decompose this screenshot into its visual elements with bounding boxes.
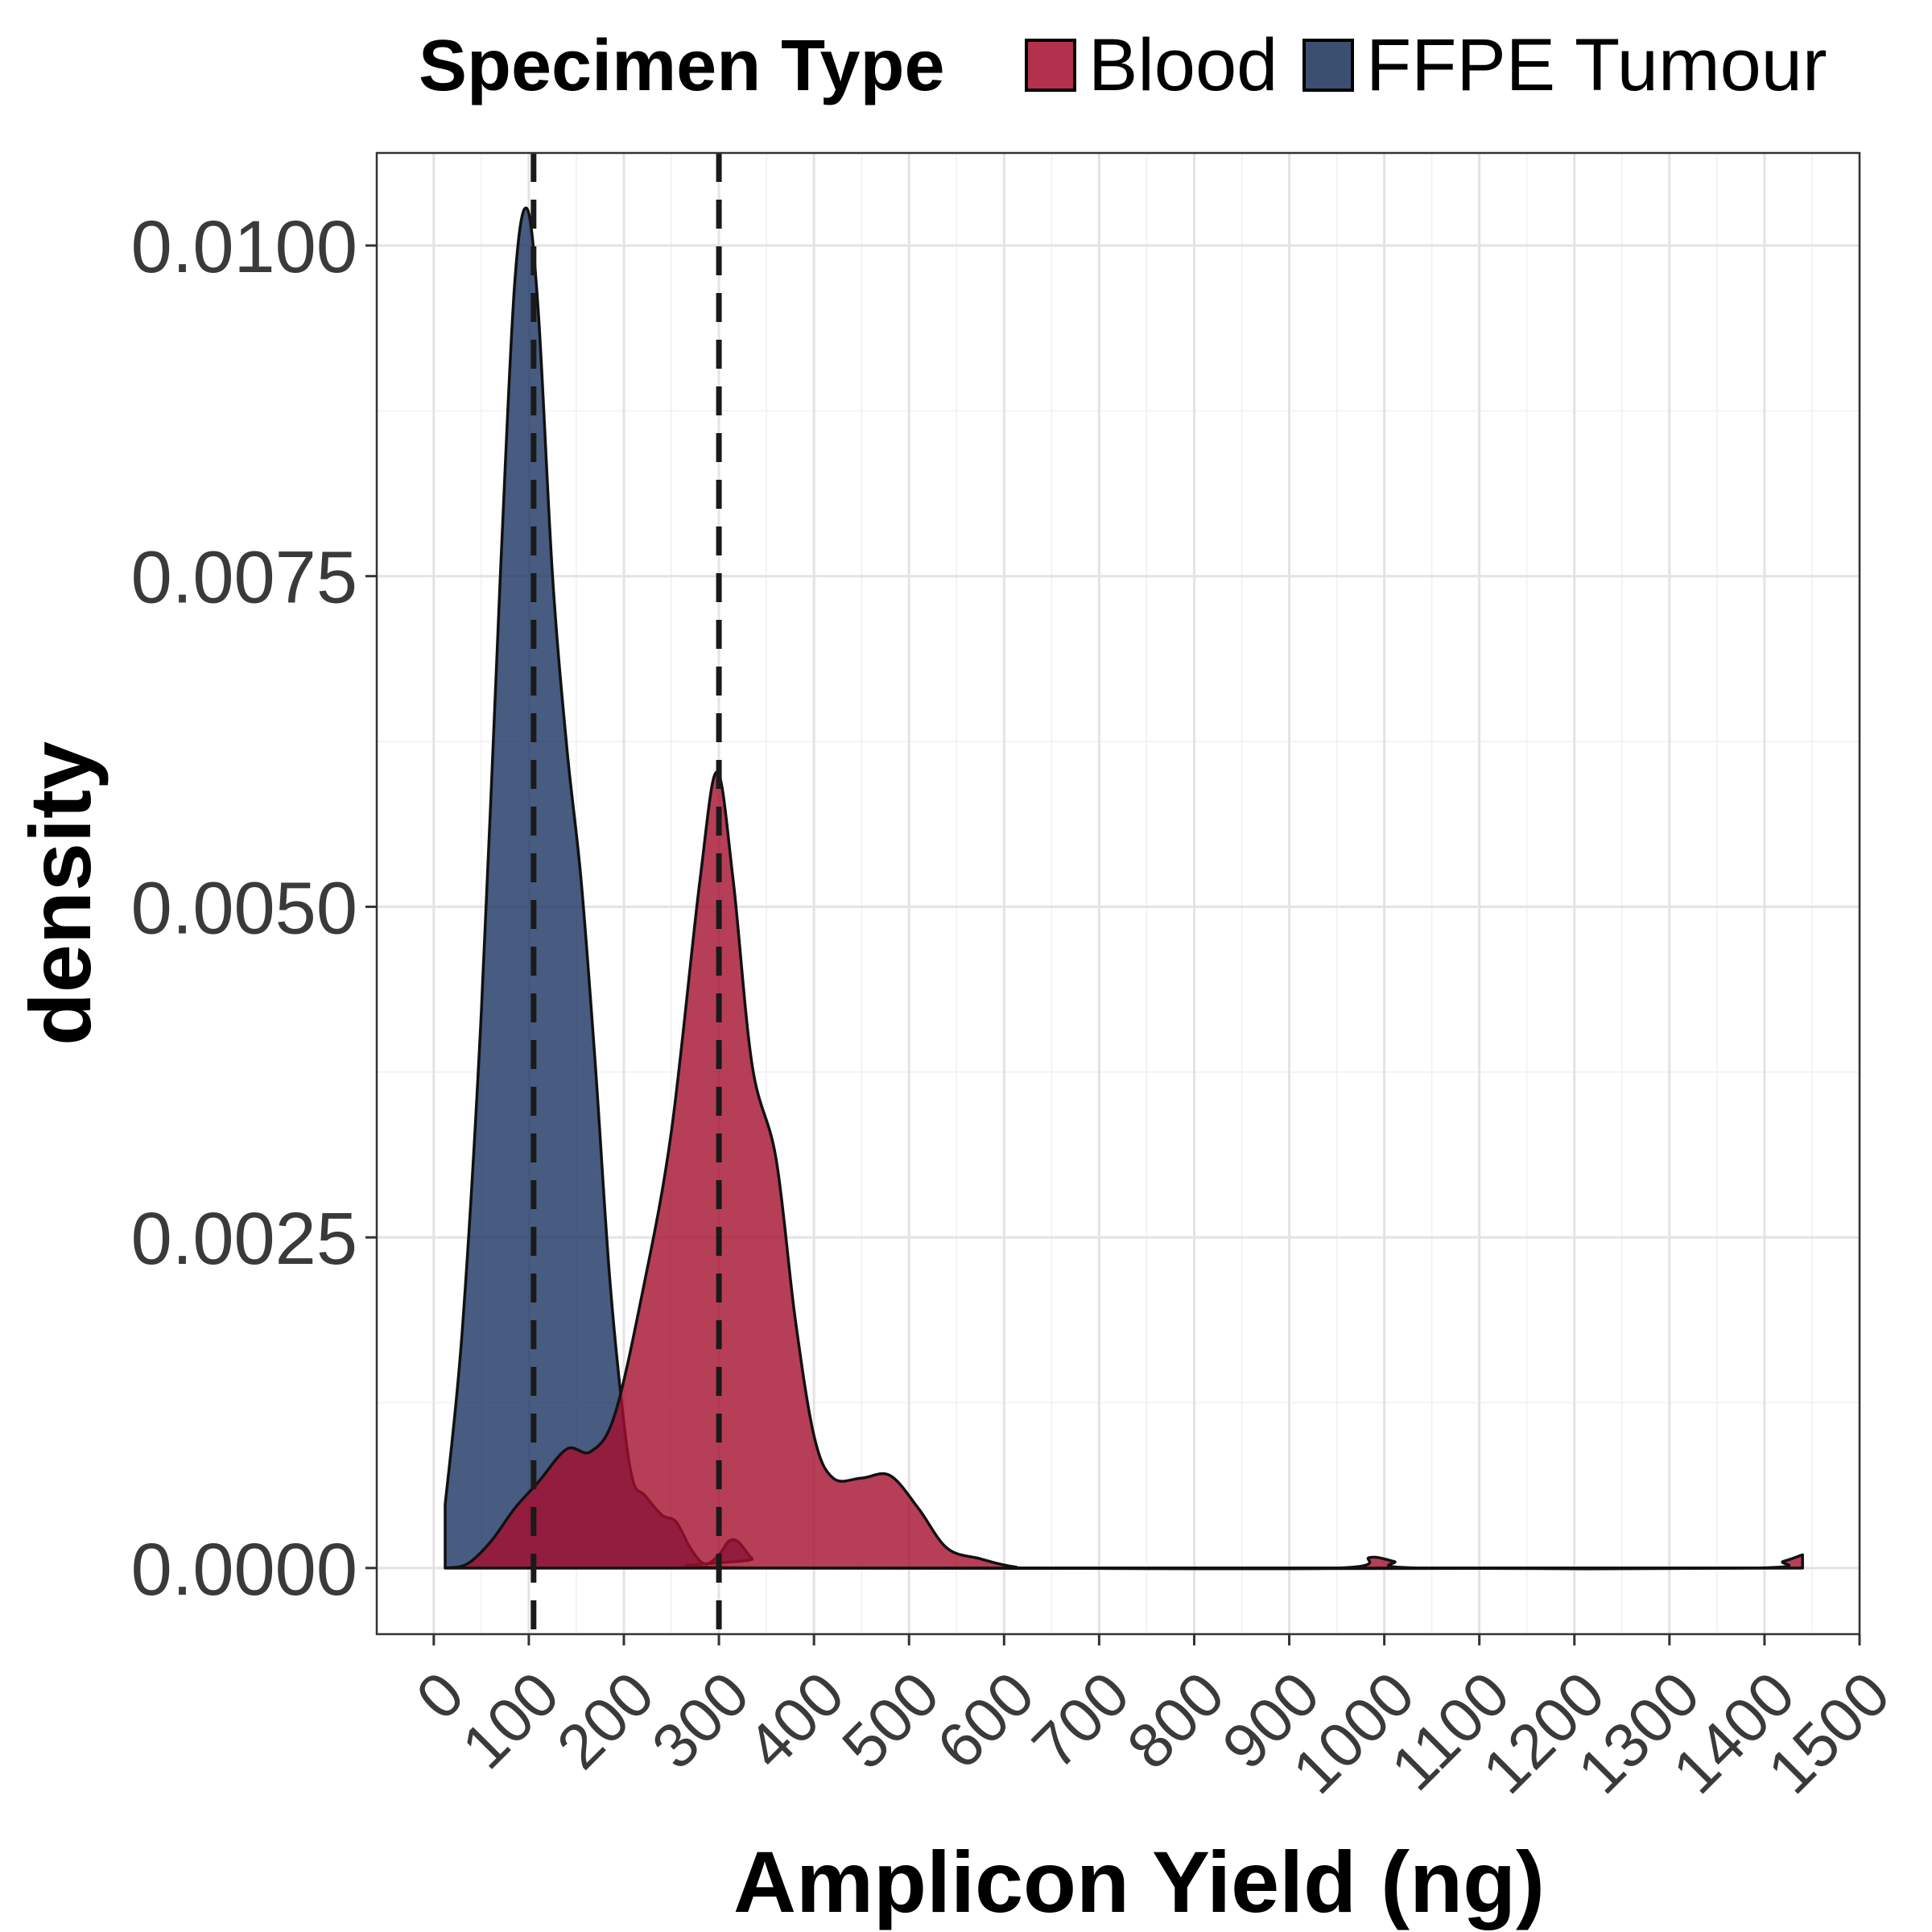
legend-key-ffpe-tumour — [1302, 39, 1354, 92]
reference-lines — [530, 153, 722, 1634]
x-tick-label: 200 — [543, 1658, 667, 1782]
y-tick-label: 0.0050 — [131, 867, 357, 949]
legend-key-blood — [1025, 39, 1076, 92]
x-tick-label: 800 — [1113, 1658, 1237, 1782]
panel-border — [375, 151, 1861, 1636]
y-tick-label: 0.0025 — [131, 1198, 357, 1280]
y-tick-label: 0.0100 — [131, 206, 357, 288]
density-series — [444, 206, 1804, 1571]
x-tick-label: 700 — [1018, 1658, 1142, 1782]
legend: Specimen Type Blood FFPE Tumour — [419, 24, 1827, 106]
legend-label-ffpe-tumour: FFPE Tumour — [1366, 24, 1827, 106]
x-tick-label: 600 — [923, 1658, 1047, 1782]
x-tick-label: 300 — [638, 1658, 762, 1782]
x-tick-label: 400 — [733, 1658, 857, 1782]
y-axis-title: density — [11, 741, 109, 1046]
y-tick-label: 0.0075 — [131, 537, 357, 619]
legend-title: Specimen Type — [419, 26, 945, 106]
density-area-blood — [444, 770, 1804, 1571]
x-axis: 0100200300400500600700800900100011001200… — [402, 1634, 1903, 1807]
x-axis-title: Amplicon Yield (ng) — [733, 1833, 1545, 1930]
y-axis: 0.0000 0.0025 0.0050 0.0075 0.0100 — [131, 206, 377, 1611]
legend-label-blood: Blood — [1088, 24, 1278, 106]
x-tick-label: 100 — [448, 1658, 572, 1782]
x-tick-label: 500 — [828, 1658, 952, 1782]
y-tick-label: 0.0000 — [131, 1529, 357, 1611]
plot-panel — [375, 151, 1861, 1636]
